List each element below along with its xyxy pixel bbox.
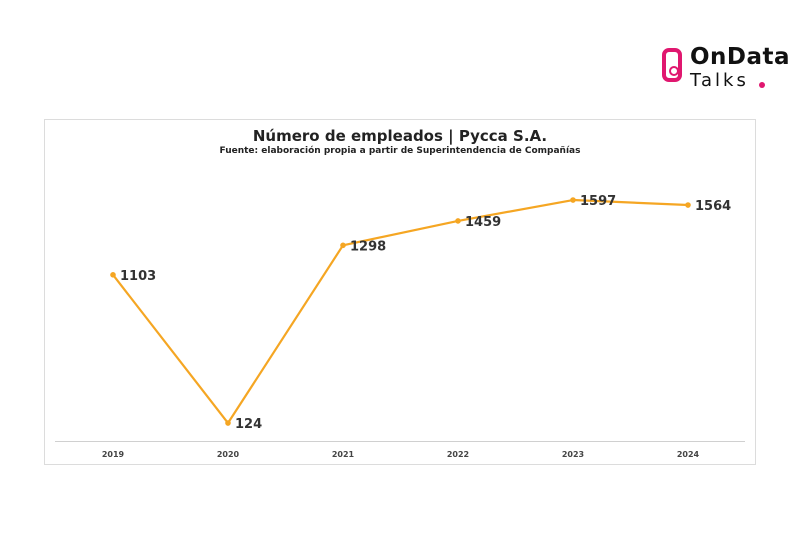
logo-line1: OnData: [690, 44, 791, 70]
data-point: [570, 197, 576, 203]
x-tick-label: 2024: [677, 450, 700, 459]
data-point: [685, 202, 691, 208]
x-tick-label: 2022: [447, 450, 469, 459]
logo-line2: Talks: [690, 70, 749, 91]
data-point: [455, 218, 461, 224]
x-tick-label: 2023: [562, 450, 584, 459]
chart-subtitle: Fuente: elaboración propia a partir de S…: [219, 146, 581, 156]
x-tick-label: 2020: [217, 450, 240, 459]
x-tick-label: 2019: [102, 450, 125, 459]
data-label: 1564: [695, 199, 731, 214]
data-label: 1459: [465, 215, 501, 230]
data-label: 1597: [580, 194, 616, 209]
chart-title: Número de empleados | Pycca S.A.: [252, 127, 548, 145]
data-point: [225, 420, 231, 426]
data-label: 1103: [120, 269, 156, 284]
x-tick-label: 2021: [332, 450, 355, 459]
ondata-talks-logo: OnData Talks: [662, 44, 797, 94]
data-point: [110, 272, 116, 278]
data-point: [340, 242, 346, 249]
chart-frame: [44, 119, 756, 465]
series-line: [112, 198, 689, 425]
logo-dot: [759, 82, 765, 88]
data-label: 124: [235, 417, 262, 432]
logo-mic-icon: [662, 48, 682, 82]
data-label: 1298: [350, 239, 386, 254]
